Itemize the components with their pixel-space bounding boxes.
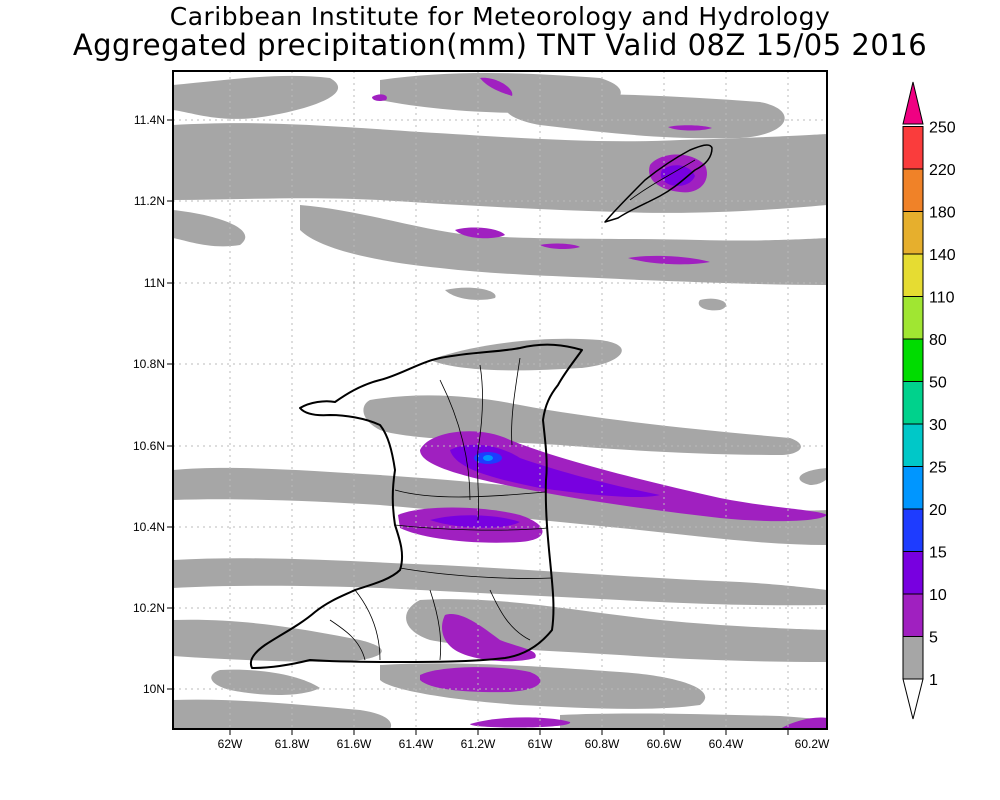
legend-label: 80 [929, 332, 947, 349]
legend-label: 110 [929, 290, 955, 307]
legend-label: 10 [929, 587, 947, 604]
precip-field [173, 71, 827, 729]
legend-swatch [902, 636, 924, 680]
institute-title: Caribbean Institute for Meteorology and … [169, 2, 831, 31]
legend-bottom-arrow [902, 678, 924, 720]
lon-label: 61.2W [461, 737, 496, 751]
tobago-outline [604, 144, 713, 223]
coastlines [249, 144, 713, 669]
lat-label: 10.2N [133, 601, 165, 615]
lat-label: 10.4N [133, 520, 165, 534]
lon-label: 60.2W [795, 737, 830, 751]
longitude-axis: 62W 61.8W 61.6W 61.4W 61.2W 61W 60.8W 60… [218, 729, 830, 751]
lon-label: 60.8W [585, 737, 620, 751]
lat-label: 10N [143, 682, 165, 696]
legend-label: 25 [929, 460, 947, 477]
latitude-axis: 11.4N 11.2N 11N 10.8N 10.6N 10.4N 10.2N … [133, 113, 173, 696]
legend-label: 1 [929, 672, 938, 689]
legend-swatch [902, 338, 924, 382]
legend-swatch [902, 508, 924, 552]
lon-label: 61W [528, 737, 553, 751]
region-boundaries [329, 159, 696, 661]
legend-swatch [902, 296, 924, 340]
legend-label: 250 [929, 120, 956, 137]
lon-label: 61.8W [275, 737, 310, 751]
lon-label: 61.4W [399, 737, 434, 751]
legend-label: 15 [929, 545, 947, 562]
precip-band-10mm [430, 165, 695, 528]
legend-label: 50 [929, 375, 947, 392]
legend-swatch [902, 253, 924, 297]
trinidad-outline [249, 343, 583, 669]
legend-swatch [902, 381, 924, 425]
lat-label: 11.4N [134, 113, 165, 127]
map-frame [172, 70, 828, 730]
legend-swatches [902, 126, 924, 680]
legend-swatch [902, 211, 924, 255]
legend-swatch [902, 168, 924, 212]
lon-label: 60.6W [647, 737, 682, 751]
legend-top-arrow [902, 81, 924, 125]
precip-band-1mm [173, 73, 827, 729]
product-title: Aggregated precipitation(mm) TNT Valid 0… [72, 28, 928, 62]
lon-label: 62W [218, 737, 243, 751]
legend-label: 20 [929, 502, 947, 519]
lat-label: 10.8N [133, 357, 165, 371]
legend-swatch [902, 126, 924, 170]
lon-label: 61.6W [337, 737, 372, 751]
lon-label: 60.4W [709, 737, 744, 751]
legend-swatch [902, 423, 924, 467]
legend-label: 220 [929, 162, 956, 179]
legend-swatch [902, 466, 924, 510]
precip-band-15mm [474, 452, 502, 464]
lat-label: 11.2N [134, 194, 165, 208]
legend-label: 140 [929, 247, 956, 264]
legend-swatch [902, 551, 924, 595]
legend-label: 180 [929, 205, 956, 222]
lat-label: 11N [144, 276, 165, 290]
legend-label: 5 [929, 630, 938, 647]
gridlines [173, 71, 827, 729]
legend-swatch [902, 593, 924, 637]
legend-label: 30 [929, 417, 947, 434]
lat-label: 10.6N [133, 439, 165, 453]
